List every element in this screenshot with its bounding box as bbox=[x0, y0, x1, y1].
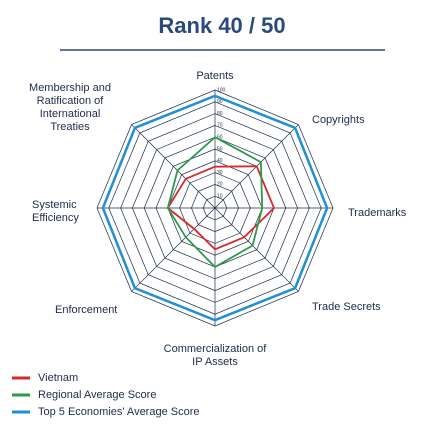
r-tick-label: 20 bbox=[217, 182, 223, 188]
axis-label: Systemic Efficiency bbox=[32, 199, 79, 224]
legend-label: Top 5 Economies' Average Score bbox=[38, 406, 200, 418]
r-tick-label: 60 bbox=[217, 135, 223, 141]
axis-label: Copyrights bbox=[312, 114, 365, 126]
chart-title: Rank 40 / 50 bbox=[158, 13, 285, 38]
axis-label: Patents bbox=[196, 70, 234, 82]
series-polygon bbox=[166, 165, 276, 251]
r-tick-label: 40 bbox=[217, 158, 223, 164]
legend-label: Vietnam bbox=[38, 372, 78, 384]
r-tick-label: 100 bbox=[217, 87, 226, 93]
r-tick-label: 10 bbox=[217, 194, 223, 200]
axis-label: Enforcement bbox=[55, 304, 118, 316]
r-tick-label: 80 bbox=[217, 111, 223, 117]
axis-label: Trademarks bbox=[348, 207, 407, 219]
r-tick-label: 30 bbox=[217, 170, 223, 176]
r-tick-label: 90 bbox=[217, 99, 223, 105]
axis-spoke bbox=[131, 124, 216, 209]
axis-label: Commercialization of IP Assets bbox=[163, 343, 267, 368]
axis-spoke bbox=[131, 207, 216, 292]
r-tick-label: 70 bbox=[217, 123, 223, 129]
legend-label: Regional Average Score bbox=[38, 389, 156, 401]
axis-spoke bbox=[214, 207, 299, 292]
series-polygon bbox=[101, 94, 329, 322]
axis-label: Trade Secrets bbox=[312, 301, 381, 313]
axis-label: Membership and Ratification of Internati… bbox=[29, 82, 111, 133]
series-polygon bbox=[166, 136, 264, 269]
r-tick-label: 50 bbox=[217, 146, 223, 152]
